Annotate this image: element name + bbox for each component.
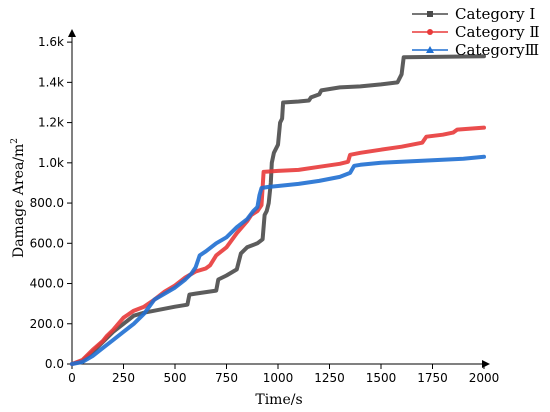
x-tick-label: 250 bbox=[112, 371, 135, 385]
y-tick-label: 200.0 bbox=[30, 317, 64, 331]
y-tick-label: 600.0 bbox=[30, 236, 64, 250]
y-tick-label: 0.0 bbox=[45, 357, 64, 371]
legend-marker-circle-icon bbox=[427, 29, 433, 35]
x-tick-label: 1000 bbox=[263, 371, 294, 385]
y-axis-title-base: Damage Area/m bbox=[11, 144, 27, 258]
series-line-3 bbox=[70, 154, 486, 366]
y-tick-label: 1.0k bbox=[38, 156, 64, 170]
series-line-2 bbox=[70, 125, 486, 366]
x-tick-label: 0 bbox=[68, 371, 76, 385]
legend-label-3: CategoryⅢ bbox=[455, 41, 539, 59]
x-tick-label: 1250 bbox=[314, 371, 345, 385]
y-axis-title-superscript: 2 bbox=[10, 138, 20, 144]
x-tick-label: 1500 bbox=[366, 371, 397, 385]
y-tick-label: 400.0 bbox=[30, 277, 64, 291]
legend-marker-square-icon bbox=[427, 11, 433, 17]
y-axis-title: Damage Area/m2 bbox=[10, 138, 27, 258]
y-tick-label: 1.4k bbox=[38, 75, 64, 89]
x-axis-title: Time/s bbox=[255, 392, 302, 408]
x-axis-arrow bbox=[482, 360, 490, 368]
series-group bbox=[70, 54, 486, 366]
x-tick-label: 500 bbox=[164, 371, 187, 385]
x-tick-label: 750 bbox=[215, 371, 238, 385]
legend-marker-triangle-icon bbox=[426, 46, 434, 53]
axes bbox=[68, 29, 490, 368]
y-tick-label: 1.2k bbox=[38, 116, 64, 130]
x-tick-label: 2000 bbox=[469, 371, 500, 385]
x-tick-label: 1750 bbox=[417, 371, 448, 385]
legend-label-2: Category Ⅱ bbox=[455, 23, 540, 41]
y-tick-label: 800.0 bbox=[30, 196, 64, 210]
y-tick-label: 1.6k bbox=[38, 35, 64, 49]
ticks: 0 250 500 750 1000 1250 1500 1750 2000 0.0 200.0 40… bbox=[30, 35, 500, 385]
legend-label-1: Category Ⅰ bbox=[455, 5, 535, 23]
y-axis-arrow bbox=[68, 29, 76, 37]
series-line-1 bbox=[70, 54, 486, 366]
